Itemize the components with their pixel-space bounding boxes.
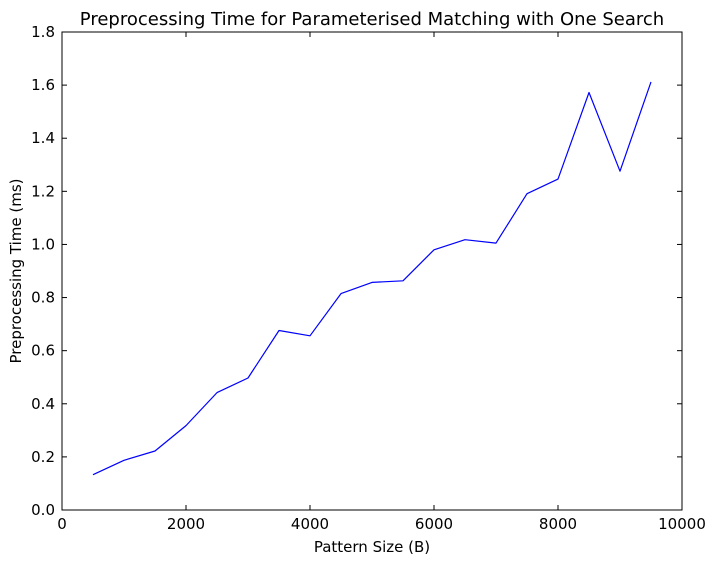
y-tick-label: 1.2 bbox=[31, 182, 55, 200]
series-line bbox=[92, 81, 652, 476]
plot-frame bbox=[61, 31, 683, 511]
y-tick-label: 0.4 bbox=[31, 395, 55, 413]
x-axis: 0 2000 4000 6000 8000 10000 bbox=[57, 32, 706, 533]
y-tick-label: 1.0 bbox=[31, 235, 55, 253]
x-tick-label: 0 bbox=[57, 515, 67, 533]
x-tick-label: 8000 bbox=[539, 515, 577, 533]
y-tick-label: 0.6 bbox=[31, 342, 55, 360]
x-axis-label: Pattern Size (B) bbox=[314, 538, 430, 556]
y-tick-label: 0.2 bbox=[31, 448, 55, 466]
x-tick-label: 6000 bbox=[415, 515, 453, 533]
y-axis-label: Preprocessing Time (ms) bbox=[7, 178, 25, 363]
x-tick-label: 10000 bbox=[658, 515, 706, 533]
x-tick-label: 2000 bbox=[167, 515, 205, 533]
y-tick-label: 1.8 bbox=[31, 23, 55, 41]
chart-title: Preprocessing Time for Parameterised Mat… bbox=[80, 9, 664, 30]
y-tick-label: 0.0 bbox=[31, 501, 55, 519]
series-layer bbox=[92, 81, 652, 476]
y-axis: 0.0 0.2 0.4 0.6 0.8 1.0 1.2 1.4 1.6 1.8 bbox=[31, 23, 682, 519]
y-tick-label: 1.6 bbox=[31, 76, 55, 94]
plot-area: 0 2000 4000 6000 8000 10000 0.0 0.2 0.4 0.6 0.8 1.… bbox=[31, 23, 706, 533]
y-tick-label: 0.8 bbox=[31, 289, 55, 307]
y-tick-label: 1.4 bbox=[31, 129, 55, 147]
x-tick-label: 4000 bbox=[291, 515, 329, 533]
